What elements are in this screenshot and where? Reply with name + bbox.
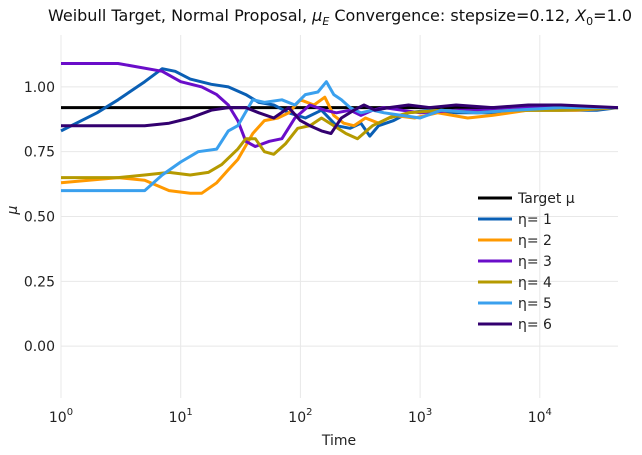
legend: Target μ η= 1 η= 2 η= 3 η= 4 η= 5 η= 6 xyxy=(478,191,575,333)
title-middle: Convergence: stepsize=0.12, xyxy=(329,6,575,25)
y-tick-label-2: 0.50 xyxy=(24,210,55,226)
title-x: X xyxy=(574,6,587,25)
x-tick-label-3: 103 xyxy=(408,407,432,426)
series-line-6 xyxy=(61,103,619,135)
y-axis-title: μ xyxy=(5,205,21,215)
chart-title: Weibull Target, Normal Proposal, μE Conv… xyxy=(48,6,632,28)
title-mu: μ xyxy=(311,6,322,25)
legend-label-4: η= 4 xyxy=(518,275,552,291)
y-tick-label-3: 0.75 xyxy=(24,145,55,161)
series-line-4 xyxy=(61,106,619,180)
title-prefix: Weibull Target, Normal Proposal, xyxy=(48,6,312,25)
y-tick-label-0: 0.00 xyxy=(24,339,55,355)
legend-label-3: η= 3 xyxy=(518,254,552,270)
series-layer xyxy=(60,62,619,195)
title-x-sub: 0 xyxy=(586,15,593,28)
title-suffix: =1.0 xyxy=(593,6,632,25)
legend-label-0: Target μ xyxy=(517,191,575,207)
series-line-5 xyxy=(61,80,618,193)
x-tick-label-4: 104 xyxy=(528,407,552,426)
y-tick-label-4: 1.00 xyxy=(24,80,55,96)
tick-labels: 100 101 102 103 104 0.00 0.25 0.50 0.75 1.00 xyxy=(24,80,552,426)
title-mu-sub: E xyxy=(322,15,329,28)
legend-label-2: η= 2 xyxy=(518,233,552,249)
y-tick-label-1: 0.25 xyxy=(24,274,55,290)
x-tick-label-0: 100 xyxy=(49,407,73,426)
x-tick-label-2: 102 xyxy=(288,407,312,426)
x-tick-label-1: 101 xyxy=(169,407,193,426)
legend-label-1: η= 1 xyxy=(518,212,552,228)
grid xyxy=(60,35,618,398)
legend-label-6: η= 6 xyxy=(518,317,552,333)
legend-label-5: η= 5 xyxy=(518,296,552,312)
x-axis-title: Time xyxy=(321,433,356,449)
